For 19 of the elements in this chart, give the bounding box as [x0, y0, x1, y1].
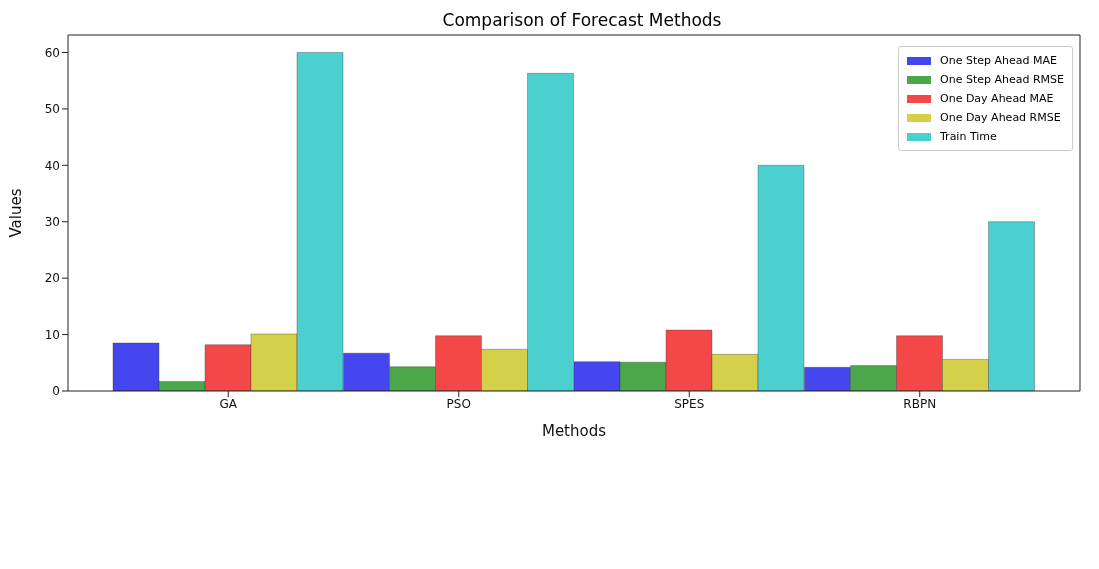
legend-label: One Step Ahead MAE	[940, 54, 1057, 67]
legend-label: One Day Ahead MAE	[940, 92, 1054, 105]
x-tick-label: PSO	[446, 396, 471, 411]
y-tick-label: 10	[44, 327, 60, 342]
chart-title: Comparison of Forecast Methods	[441, 10, 723, 30]
x-tick-label: SPES	[674, 396, 705, 411]
x-tick-label: GA	[219, 396, 238, 411]
y-tick-label: 0	[52, 384, 60, 399]
x-axis-title: Methods	[541, 422, 607, 440]
y-tick-label: 40	[44, 158, 60, 173]
y-tick-label: 30	[44, 215, 60, 229]
legend-label: One Step Ahead RMSE	[940, 73, 1064, 86]
y-tick-label: 60	[44, 45, 60, 60]
legend-label: Train Time	[940, 130, 997, 143]
y-tick-label: 20	[44, 271, 60, 286]
y-axis-title: Values	[7, 188, 26, 238]
y-tick-label: 50	[44, 102, 60, 117]
x-tick-label: RBPN	[903, 396, 937, 411]
legend-label: One Day Ahead RMSE	[940, 111, 1061, 124]
